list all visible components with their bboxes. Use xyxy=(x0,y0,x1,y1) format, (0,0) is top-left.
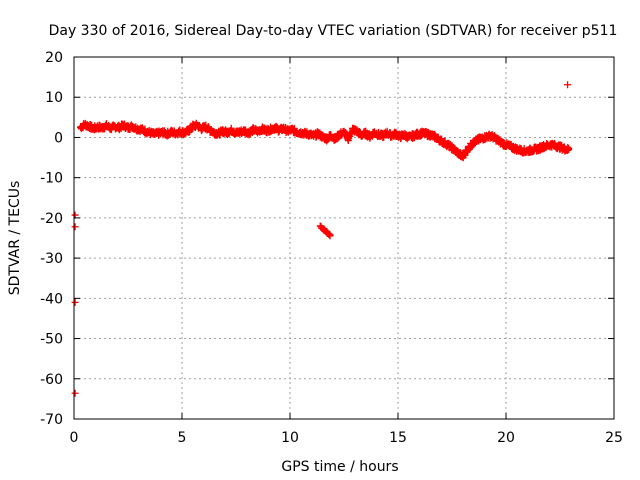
x-tick-label: 20 xyxy=(497,430,515,446)
y-tick-labels: -70 -60 -50 -40 -30 -20 -10 0 10 20 xyxy=(40,50,63,428)
data-point xyxy=(564,81,572,89)
x-tick-label: 0 xyxy=(70,430,79,446)
y-tick-label: 0 xyxy=(54,130,63,146)
x-tick-label: 5 xyxy=(178,430,187,446)
y-tick-label: -20 xyxy=(40,211,63,227)
y-axis-label: SDTVAR / TECUs xyxy=(7,181,23,296)
data-point xyxy=(71,223,79,231)
y-tick-label: -70 xyxy=(40,412,63,428)
data-point xyxy=(71,389,79,397)
y-tick-label: -10 xyxy=(40,171,63,187)
grid-lines xyxy=(74,57,614,419)
y-tick-label: 10 xyxy=(45,90,63,106)
y-tick-label: -30 xyxy=(40,251,63,267)
series-main-trace xyxy=(76,119,573,162)
y-tick-label: -50 xyxy=(40,332,63,348)
y-tick-label: 20 xyxy=(45,50,63,66)
plot-frame xyxy=(73,56,615,420)
x-tick-label: 15 xyxy=(389,430,407,446)
data-point xyxy=(326,231,334,239)
x-tick-label: 10 xyxy=(281,430,299,446)
y-tick-label: -60 xyxy=(40,372,63,388)
x-tick-label: 25 xyxy=(605,430,623,446)
chart-title: Day 330 of 2016, Sidereal Day-to-day VTE… xyxy=(49,23,618,39)
data-point xyxy=(565,146,573,154)
axis-ticks xyxy=(73,56,615,420)
series-outliers xyxy=(71,81,572,397)
data-point xyxy=(71,298,79,306)
data-series xyxy=(71,81,573,397)
x-tick-labels: 0 5 10 15 20 25 xyxy=(70,430,623,446)
x-axis-label: GPS time / hours xyxy=(281,459,398,475)
series-short-segment xyxy=(316,222,334,240)
y-tick-label: -40 xyxy=(40,291,63,307)
